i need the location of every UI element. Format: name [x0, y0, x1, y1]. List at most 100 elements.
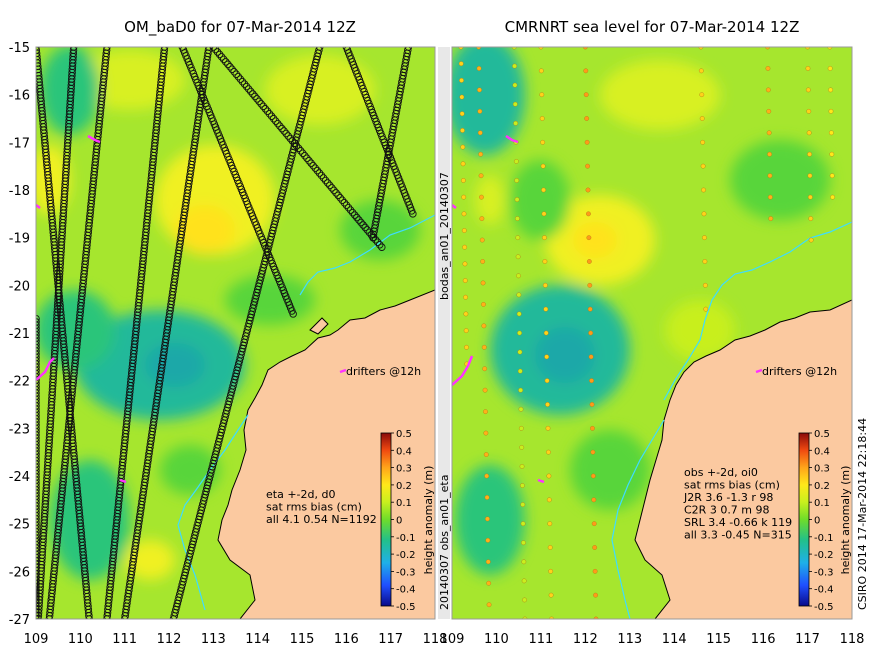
- colorbar-tick-label: -0.1: [814, 533, 834, 544]
- track-ring: [355, 216, 363, 224]
- obs-dot: [548, 592, 554, 598]
- obs-dot: [514, 197, 520, 202]
- stats-line: J2R 3.6 -1.3 r 98: [683, 491, 773, 504]
- left-map-panel: [36, 47, 435, 619]
- obs-dot: [702, 235, 707, 241]
- obs-dot: [485, 537, 491, 543]
- right-drifters: [452, 134, 763, 484]
- track-ring: [363, 226, 371, 234]
- obs-dot: [546, 497, 552, 503]
- obs-dot: [584, 116, 590, 121]
- colorbar-tick-label: 0: [396, 516, 402, 527]
- track-ring: [299, 149, 307, 158]
- track-ring: [236, 75, 245, 83]
- track-ring: [334, 191, 342, 200]
- track-ring: [240, 80, 249, 88]
- track-ring: [321, 176, 330, 185]
- obs-dot: [460, 144, 466, 150]
- obs-dot: [511, 47, 517, 50]
- obs-dot: [806, 108, 812, 114]
- obs-dot: [461, 228, 467, 233]
- left-x-tick-label: 111: [112, 632, 137, 647]
- track-ring: [282, 129, 290, 138]
- obs-dot: [517, 368, 523, 374]
- track-ring: [276, 122, 284, 130]
- track-ring: [271, 117, 280, 125]
- obs-dot: [701, 211, 707, 217]
- right-anomaly-blobs: [452, 47, 830, 575]
- obs-dot: [589, 402, 595, 407]
- obs-dot: [700, 163, 706, 169]
- track-ring: [371, 236, 380, 244]
- track-ring: [217, 53, 226, 61]
- obs-dot: [805, 47, 810, 50]
- left-drifters: [36, 134, 347, 484]
- obs-dot: [703, 306, 709, 312]
- obs-dot: [486, 602, 492, 608]
- obs-dot: [516, 292, 522, 298]
- obs-dot: [521, 559, 527, 565]
- track-ring: [315, 47, 323, 54]
- obs-dot: [515, 254, 521, 260]
- colorbar-tick-label: -0.1: [396, 533, 416, 544]
- obs-dot: [544, 378, 550, 384]
- obs-dot: [520, 502, 526, 507]
- obs-dot: [585, 163, 590, 169]
- obs-dot: [591, 521, 597, 527]
- obs-dot: [458, 61, 464, 67]
- track-ring: [361, 223, 369, 232]
- left-x-tick-label: 118: [423, 632, 448, 647]
- track-ring: [263, 107, 272, 116]
- obs-dot: [590, 449, 596, 455]
- obs-dot: [543, 330, 549, 336]
- obs-dot: [538, 68, 544, 74]
- obs-dot: [538, 47, 544, 50]
- obs-dot: [702, 282, 708, 288]
- track-ring: [328, 184, 336, 192]
- stats-line: sat rms bias (cm): [266, 501, 362, 514]
- obs-dot: [828, 87, 833, 93]
- obs-dot: [586, 235, 592, 241]
- obs-dot: [463, 311, 469, 317]
- obs-dot: [590, 473, 596, 479]
- track-ring: [307, 159, 315, 167]
- track-ring: [353, 213, 361, 222]
- right-colorbar-bar: [798, 432, 810, 607]
- left-satellite-tracks: [36, 47, 417, 619]
- obs-dot: [828, 108, 834, 114]
- track-ring: [226, 63, 234, 71]
- track-ring: [311, 164, 319, 172]
- left-x-tick-label: 109: [24, 632, 49, 647]
- track-ring: [261, 105, 270, 113]
- obs-dot: [829, 151, 835, 157]
- obs-dot: [464, 344, 469, 350]
- obs-dot: [829, 173, 835, 179]
- obs-dot: [765, 66, 771, 71]
- left-x-tick-label: 115: [290, 632, 315, 647]
- right-x-tick-label: 109: [440, 632, 465, 647]
- track-ring: [348, 208, 357, 217]
- obs-dot: [586, 259, 592, 264]
- obs-dot: [486, 580, 492, 586]
- obs-dot: [541, 187, 546, 193]
- track-ring: [102, 47, 111, 54]
- obs-dot: [460, 161, 466, 167]
- track-ring: [323, 179, 332, 187]
- obs-dot: [462, 278, 468, 283]
- track-ring: [346, 206, 355, 214]
- obs-dot: [766, 108, 772, 114]
- obs-dot: [587, 306, 593, 312]
- left-x-tick-label: 114: [245, 632, 270, 647]
- y-tick-label: -25: [9, 518, 30, 533]
- obs-dot: [478, 173, 484, 179]
- stats-line: obs +-2d, oi0: [684, 466, 758, 479]
- left-island: [309, 317, 329, 335]
- obs-dot: [477, 87, 482, 93]
- track-ring: [338, 196, 347, 204]
- obs-dot: [590, 425, 595, 431]
- right-drifters-label: drifters @12h: [762, 365, 837, 378]
- track-ring: [255, 97, 263, 106]
- obs-dot: [520, 483, 525, 488]
- right-x-tick-label: 115: [706, 632, 731, 647]
- obs-dot: [546, 449, 551, 455]
